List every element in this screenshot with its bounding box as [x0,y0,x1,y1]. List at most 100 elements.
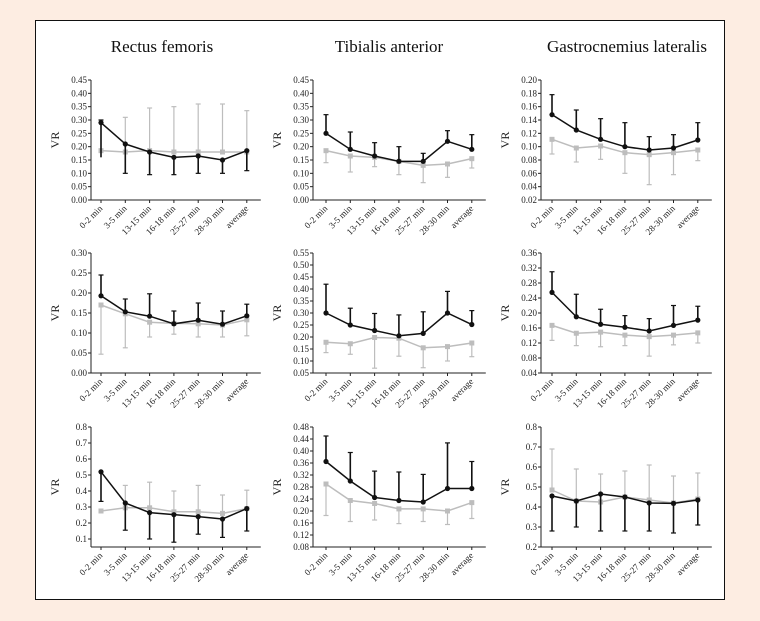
y-tick-label: 0.25 [71,268,87,278]
y-tick-label: 0.05 [71,348,87,358]
data-point [573,127,579,133]
data-point [622,324,628,330]
y-tick-label: 0.05 [71,182,87,192]
y-axis-label: VR [270,305,284,322]
y-tick-label: 0.45 [293,75,309,85]
y-tick-label: 0.30 [293,308,309,318]
data-point [695,497,701,503]
data-point [98,302,104,308]
data-point [396,497,402,504]
y-tick-label: 0.15 [293,344,309,354]
y-tick-label: 0.2 [526,542,537,552]
y-tick-label: 0.16 [293,518,309,528]
data-point [420,499,426,505]
data-point [420,158,426,164]
data-point [323,458,329,465]
data-point [147,505,153,511]
data-point [147,149,153,155]
y-tick-label: 0.25 [293,320,309,330]
y-tick-label: 0.28 [521,278,537,288]
y-tick-label: 0.6 [76,454,88,464]
data-point [646,147,652,153]
series-gray [549,136,701,186]
data-point [195,317,201,323]
y-tick-label: 0.30 [71,115,87,125]
data-point [420,162,426,168]
y-tick-label: 0.7 [76,438,88,448]
y-axis-label: VR [498,305,512,322]
y-tick-label: 0.20 [71,288,87,298]
y-tick-label: 0.55 [293,248,309,258]
x-tick-label: average [223,376,250,403]
x-tick-label: 0-2 min [77,376,104,403]
data-point [220,510,225,516]
data-point [646,328,652,334]
y-tick-label: 0.04 [521,368,537,378]
data-point [573,314,579,320]
y-tick-label: 0.32 [293,470,309,480]
data-point [396,506,402,512]
data-point [372,334,378,340]
data-point [445,344,450,350]
data-point [622,494,628,500]
data-point [122,141,128,147]
series-dark [98,274,250,327]
panel-title: Gastrocnemius lateralis [547,37,707,56]
data-point [171,154,177,160]
y-tick-label: 0.08 [521,353,537,363]
panel-8: 0.08 0.12 0.16 0.20 0.24 0.28 0.32 0.36 0.40 0.44… [270,422,486,584]
y-tick-label: 0.45 [71,75,87,85]
data-point [445,508,450,514]
data-point [347,478,353,484]
data-point [147,313,153,319]
y-tick-label: 0.35 [71,102,87,112]
data-point [549,493,555,499]
data-point [347,341,353,347]
y-tick-label: 0.36 [293,458,309,468]
y-tick-label: 0.00 [71,368,87,378]
panel-5: 0.05 0.10 0.15 0.20 0.25 0.30 0.35 0.40 0.45 0.50… [270,248,486,410]
data-point [598,143,604,149]
y-tick-label: 0.12 [521,338,537,348]
y-tick-label: 0.20 [293,506,309,516]
y-tick-label: 0.24 [521,293,537,303]
y-tick-label: 0.20 [293,142,309,152]
x-tick-label: 0-2 min [302,203,329,230]
data-point [670,145,677,151]
panel-3: Gastrocnemius lateralis 0.02 0.04 0.06 0.08 0… [498,37,712,237]
x-tick-label: average [448,203,475,230]
y-tick-label: 0.35 [293,102,309,112]
data-point [195,509,201,515]
data-point [469,146,475,152]
y-tick-label: 0.1 [76,534,87,544]
data-point [195,514,201,520]
y-tick-label: 0.16 [521,323,537,333]
data-point [469,156,475,162]
y-tick-label: 0.10 [293,168,309,178]
y-tick-label: 0.06 [521,168,537,178]
data-point [171,509,177,515]
data-point [244,148,250,154]
series-dark [98,469,250,543]
data-point [195,321,201,327]
data-point [671,332,676,338]
data-point [219,321,226,327]
y-axis-label: VR [270,132,284,149]
x-tick-label: 0-2 min [528,203,555,230]
data-point [244,506,250,512]
x-tick-label: 0-2 min [302,550,329,577]
data-point [622,332,628,338]
x-tick-label: average [674,203,701,230]
data-point [469,485,475,492]
y-tick-label: 0.12 [521,128,537,138]
series-dark [549,491,701,534]
series-dark [549,94,701,153]
y-tick-label: 0.20 [521,308,537,318]
data-point [598,321,604,327]
data-point [670,322,677,328]
data-point [323,310,329,316]
y-tick-label: 0.12 [293,530,309,540]
x-tick-label: average [223,550,250,577]
